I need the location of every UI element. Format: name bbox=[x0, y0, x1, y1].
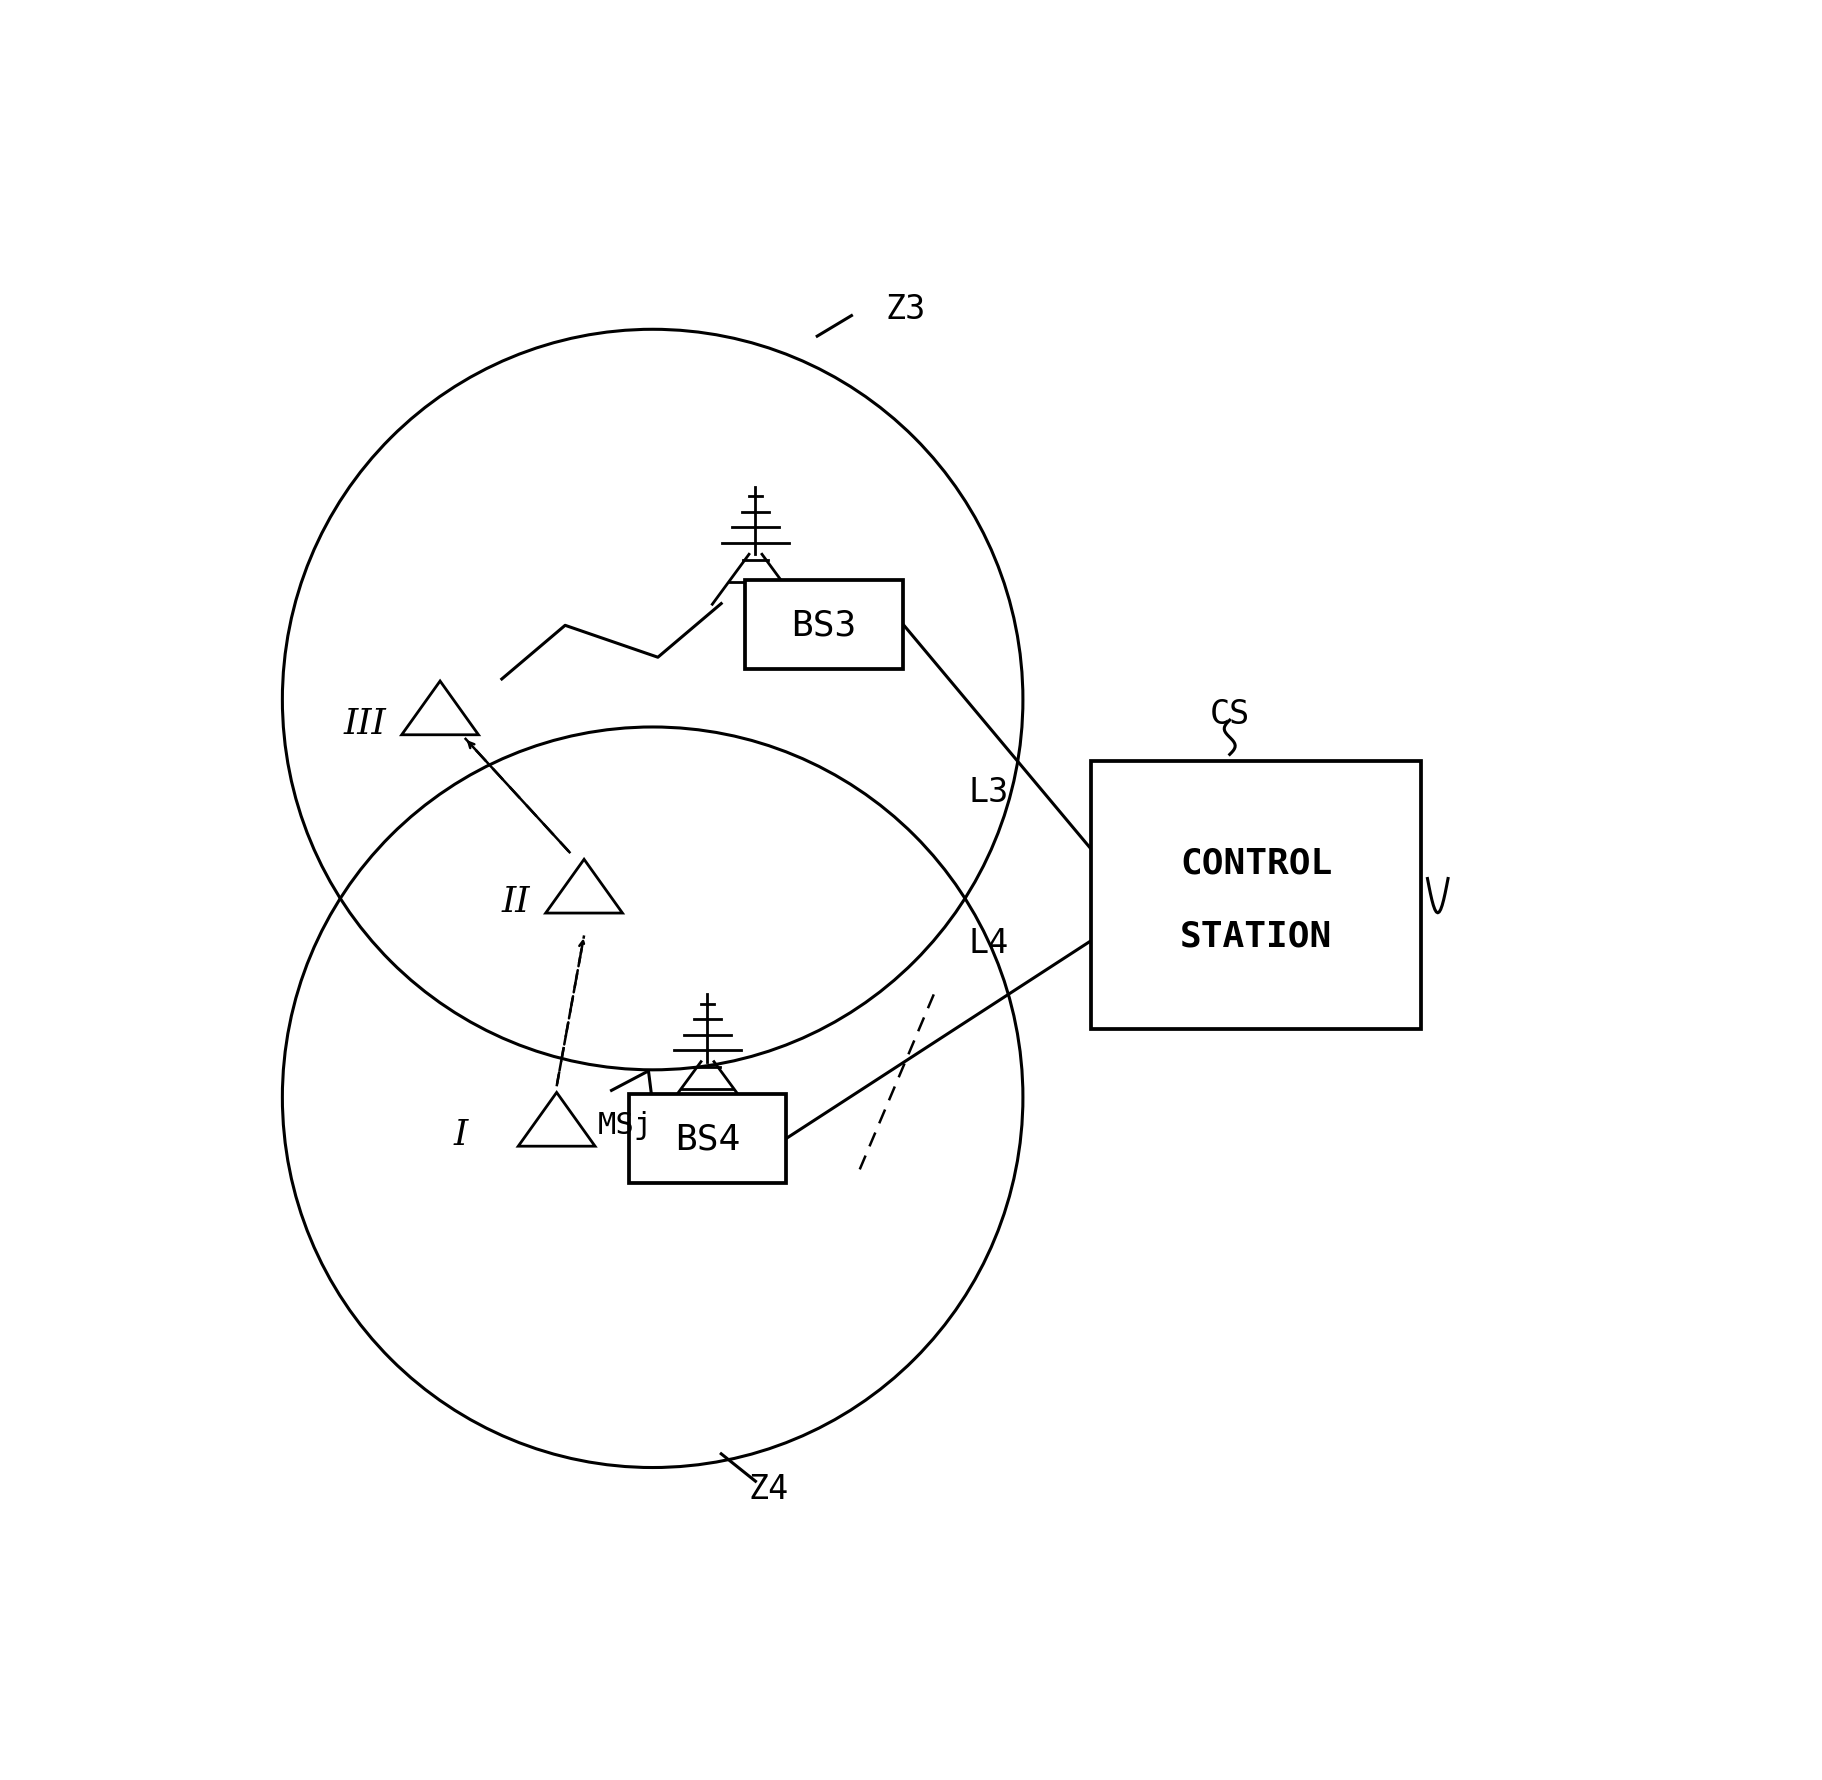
FancyBboxPatch shape bbox=[1091, 762, 1421, 1029]
Text: BS3: BS3 bbox=[791, 607, 856, 643]
Text: Z3: Z3 bbox=[885, 294, 926, 326]
Text: CONTROL: CONTROL bbox=[1181, 847, 1332, 881]
Text: Z4: Z4 bbox=[749, 1472, 789, 1504]
Text: STATION: STATION bbox=[1181, 918, 1332, 952]
Text: CS: CS bbox=[1210, 698, 1250, 730]
Text: L4: L4 bbox=[967, 926, 1008, 959]
Text: MSj: MSj bbox=[598, 1111, 652, 1139]
FancyBboxPatch shape bbox=[629, 1095, 787, 1184]
Text: BS4: BS4 bbox=[674, 1121, 740, 1155]
Text: II: II bbox=[501, 885, 530, 918]
Text: I: I bbox=[454, 1118, 468, 1152]
FancyBboxPatch shape bbox=[745, 580, 904, 669]
Text: L3: L3 bbox=[967, 776, 1008, 808]
Text: III: III bbox=[343, 707, 386, 740]
